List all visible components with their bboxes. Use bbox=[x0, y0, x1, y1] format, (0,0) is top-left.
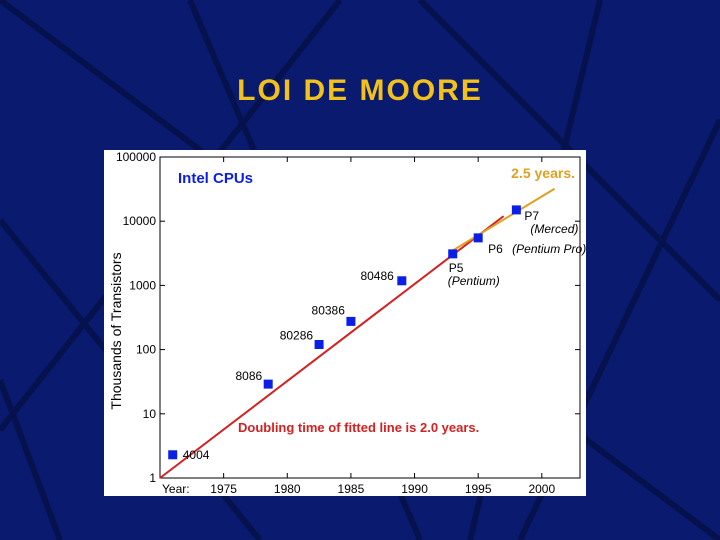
cpu-label: 8086 bbox=[235, 369, 262, 383]
chart-panel bbox=[104, 150, 586, 496]
cpu-label: 80486 bbox=[360, 269, 394, 283]
cpu-marker bbox=[314, 340, 324, 350]
y-tick-label: 100 bbox=[136, 343, 156, 357]
cpu-sublabel: (Merced) bbox=[530, 222, 578, 236]
trend-annotation: 2.5 years. bbox=[511, 165, 575, 181]
x-tick-label: 1985 bbox=[338, 482, 365, 496]
y-axis-label: Thousands of Transistors bbox=[108, 252, 124, 409]
y-axis-ticks: 1 10 100 1000 10000 100000 bbox=[116, 150, 580, 485]
x-tick-label: 1980 bbox=[274, 482, 301, 496]
y-tick-label: 1 bbox=[149, 471, 156, 485]
cpu-label: 4004 bbox=[183, 448, 210, 462]
cpu-marker bbox=[511, 205, 521, 215]
fit-annotation: Doubling time of fitted line is 2.0 year… bbox=[238, 420, 479, 435]
cpu-sublabel: (Pentium) bbox=[448, 274, 500, 288]
cpu-marker bbox=[397, 276, 407, 286]
x-tick-label: 1975 bbox=[210, 482, 237, 496]
x-tick-label: 2000 bbox=[528, 482, 555, 496]
y-tick-label: 100000 bbox=[116, 150, 156, 164]
cpu-label: P7 bbox=[524, 209, 539, 223]
x-axis-label: Year: bbox=[162, 482, 190, 496]
y-tick-label: 10 bbox=[143, 407, 157, 421]
cpu-label: 80286 bbox=[280, 329, 314, 343]
cpu-marker bbox=[346, 316, 356, 326]
cpu-sublabel: (Pentium Pro) bbox=[512, 242, 586, 256]
x-tick-label: 1990 bbox=[401, 482, 428, 496]
cpu-points: 4004 8086 80286 80386 80486 P5(Pentium) P6 (Pen… bbox=[168, 205, 586, 462]
cpu-label: 80386 bbox=[312, 303, 346, 317]
slide-title: LOI DE MOORE bbox=[237, 74, 483, 107]
cpu-marker bbox=[168, 450, 178, 460]
y-tick-label: 1000 bbox=[129, 278, 156, 292]
cpu-label: P6 bbox=[488, 242, 503, 256]
chart-title: Intel CPUs bbox=[178, 170, 253, 187]
cpu-marker bbox=[263, 379, 273, 389]
cpu-marker bbox=[473, 233, 483, 243]
cpu-marker bbox=[448, 249, 458, 259]
fitted-line bbox=[159, 215, 505, 479]
y-tick-label: 10000 bbox=[123, 214, 157, 228]
trend-line bbox=[452, 187, 556, 252]
cpu-label: P5 bbox=[449, 261, 464, 275]
plot-frame bbox=[159, 156, 581, 479]
x-tick-label: 1995 bbox=[465, 482, 492, 496]
x-axis-ticks: 1975 1980 1985 1990 1995 2000 bbox=[210, 157, 555, 496]
